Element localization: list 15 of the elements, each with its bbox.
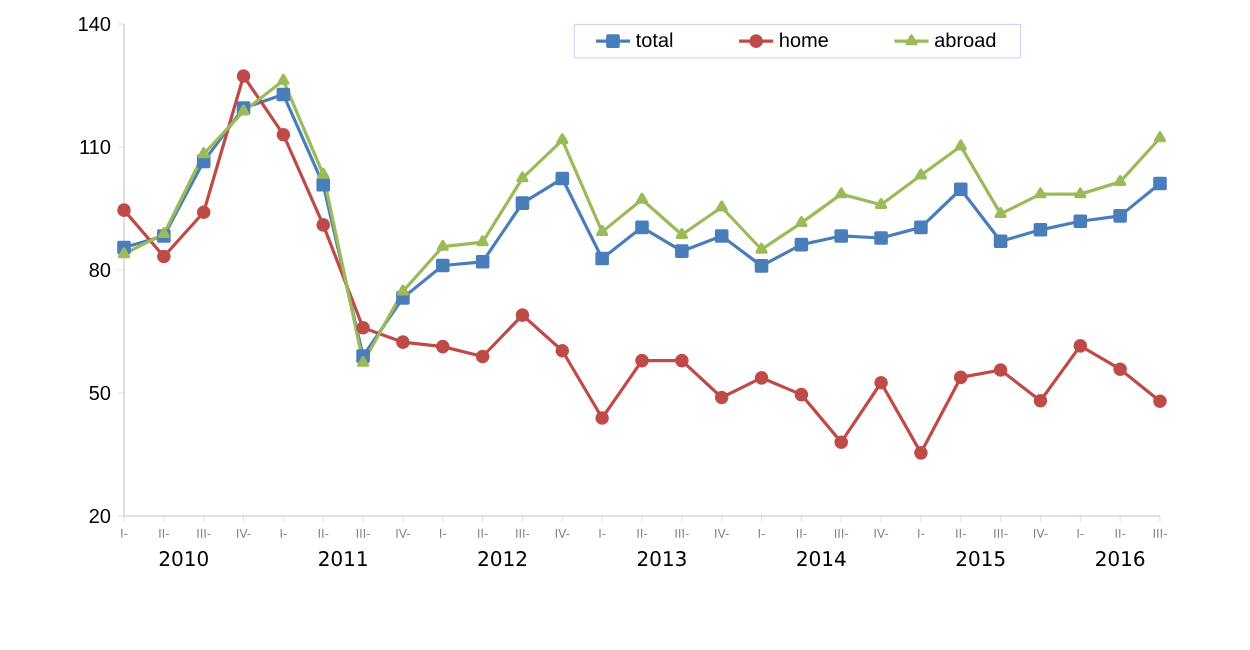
y-tick-label: 20: [89, 508, 111, 524]
text: 2012: [478, 551, 526, 567]
text: 2010: [159, 551, 208, 567]
y-tick-label: 50: [89, 385, 111, 401]
y-tick-label: 110: [80, 139, 111, 155]
y-tick-label: 140: [79, 16, 111, 32]
y-tick-label: 80: [89, 262, 111, 278]
text: 2015: [956, 551, 1005, 567]
text: 2013: [637, 551, 686, 567]
legend-label: abroad: [935, 32, 996, 48]
text: 2016: [1096, 551, 1145, 567]
legend-label: home: [780, 32, 828, 48]
text: 2014: [797, 551, 846, 567]
text: 2011: [319, 551, 367, 567]
legend-label: total: [635, 32, 673, 48]
